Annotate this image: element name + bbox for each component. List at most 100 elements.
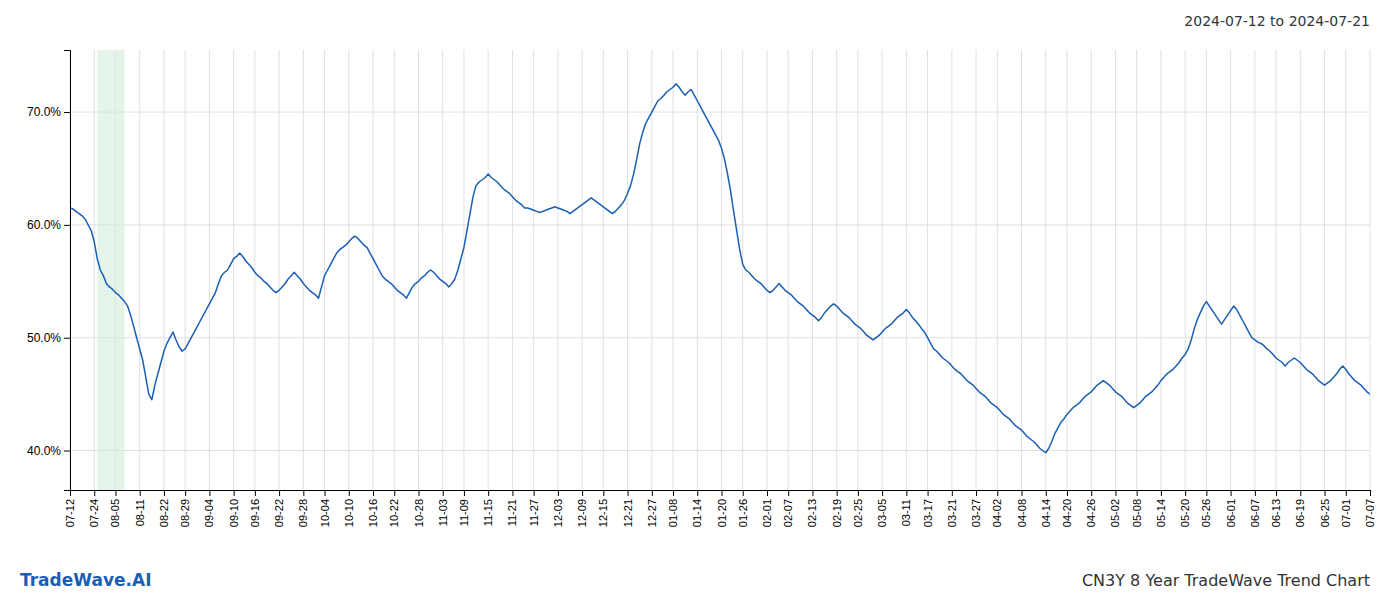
- x-tick-mark: [534, 490, 535, 496]
- grid-line-x: [788, 50, 789, 490]
- grid-line-x: [1066, 50, 1067, 490]
- x-tick-mark: [1115, 490, 1116, 496]
- x-tick: 11-21: [506, 490, 518, 526]
- x-tick-mark: [1185, 490, 1186, 496]
- x-tick: 11-15: [482, 490, 494, 526]
- y-tick-mark: [64, 112, 70, 113]
- x-tick: 04-26: [1085, 490, 1097, 527]
- x-tick-mark: [882, 490, 883, 496]
- x-tick: 08-29: [179, 490, 191, 527]
- grid-line-x: [94, 50, 95, 490]
- x-tick-label: 09-28: [297, 499, 309, 527]
- x-tick: 03-05: [876, 490, 888, 527]
- x-tick-label: 10-04: [319, 499, 331, 527]
- plot-area: 07-1207-2408-0508-1108-2208-2909-0409-10…: [27, 50, 1376, 527]
- y-tick: 70.0%: [27, 105, 70, 119]
- grid-line-x: [1115, 50, 1116, 490]
- y-tick-label: 40.0%: [27, 444, 61, 458]
- x-tick-label: 01-08: [667, 499, 679, 527]
- x-tick-mark: [558, 490, 559, 496]
- y-tick-mark: [64, 225, 70, 226]
- x-tick: 05-08: [1131, 490, 1143, 527]
- grid-line-x: [1091, 50, 1092, 490]
- grid-line-x: [1045, 50, 1046, 490]
- x-tick-label: 11-09: [458, 499, 470, 526]
- x-tick-mark: [628, 490, 629, 496]
- grid-line-x: [348, 50, 349, 490]
- x-tick-mark: [349, 490, 350, 496]
- grid-line-y: [70, 112, 1370, 113]
- x-tick-label: 05-02: [1109, 499, 1121, 527]
- x-tick-label: 03-21: [946, 499, 958, 527]
- x-tick-label: 09-04: [203, 499, 215, 527]
- x-tick-label: 12-27: [646, 499, 658, 527]
- grid-line-x: [139, 50, 140, 490]
- x-tick-mark: [185, 490, 186, 496]
- x-tick-label: 10-22: [388, 499, 400, 527]
- x-tick: 02-19: [831, 490, 843, 527]
- x-tick-mark: [603, 490, 604, 496]
- x-tick: 06-19: [1294, 490, 1306, 527]
- x-tick-label: 11-15: [482, 499, 494, 526]
- x-tick-label: 12-09: [576, 499, 588, 527]
- x-tick-label: 07-07: [1364, 499, 1376, 527]
- x-tick-mark: [788, 490, 789, 496]
- x-tick: 02-01: [761, 490, 773, 527]
- x-tick: 12-15: [597, 490, 609, 527]
- x-tick-label: 04-26: [1085, 499, 1097, 527]
- chart-svg: 07-1207-2408-0508-1108-2208-2909-0409-10…: [0, 0, 1400, 600]
- x-tick: 07-12: [64, 490, 76, 527]
- x-tick-mark: [1370, 490, 1371, 496]
- line: [70, 84, 1370, 453]
- x-tick-label: 12-03: [552, 499, 564, 527]
- grid-line-x: [766, 50, 767, 490]
- x-tick: 11-27: [528, 490, 540, 526]
- grid-line-x: [882, 50, 883, 490]
- x-tick-mark: [325, 490, 326, 496]
- grid-line-x: [1185, 50, 1186, 490]
- x-tick: 07-24: [88, 490, 100, 527]
- x-tick: 09-10: [228, 490, 240, 527]
- x-tick-mark: [164, 490, 165, 496]
- title: CN3Y 8 Year TradeWave Trend Chart: [1082, 571, 1370, 590]
- x-tick: 12-09: [576, 490, 588, 527]
- x-tick-label: 12-15: [597, 499, 609, 527]
- x-tick: 12-21: [622, 490, 634, 527]
- x-tick-mark: [697, 490, 698, 496]
- grid-line-x: [1206, 50, 1207, 490]
- x-tick: 03-21: [946, 490, 958, 527]
- x-tick-mark: [140, 490, 141, 496]
- x-tick: 06-07: [1249, 490, 1261, 527]
- x-tick-label: 04-20: [1061, 499, 1073, 527]
- x-tick-mark: [858, 490, 859, 496]
- x-tick: 06-01: [1225, 490, 1237, 527]
- x-tick-label: 01-14: [691, 499, 703, 527]
- x-tick-mark: [1346, 490, 1347, 496]
- x-tick-label: 07-01: [1340, 499, 1352, 527]
- x-tick: 09-28: [297, 490, 309, 527]
- x-tick-label: 02-01: [761, 499, 773, 527]
- x-tick-mark: [1300, 490, 1301, 496]
- x-tick-label: 01-26: [737, 499, 749, 527]
- grid-line-x: [394, 50, 395, 490]
- x-tick-mark: [512, 490, 513, 496]
- y-tick: 60.0%: [27, 218, 70, 232]
- grid-line-x: [418, 50, 419, 490]
- grid-line-x: [997, 50, 998, 490]
- grid-line-x: [533, 50, 534, 490]
- grid-line-x: [1160, 50, 1161, 490]
- x-tick-label: 06-19: [1294, 499, 1306, 527]
- x-tick: 09-04: [203, 490, 215, 527]
- x-tick: 04-14: [1040, 490, 1052, 527]
- x-tick-mark: [1067, 490, 1068, 496]
- grid-line-x: [463, 50, 464, 490]
- x-tick-label: 09-10: [228, 499, 240, 527]
- x-tick: 05-26: [1200, 490, 1212, 527]
- x-tick: 10-16: [367, 490, 379, 527]
- x-tick-mark: [464, 490, 465, 496]
- x-tick-label: 08-05: [109, 499, 121, 527]
- grid: [70, 50, 1370, 490]
- x-tick: 07-07: [1364, 490, 1376, 527]
- x-tick: 01-14: [691, 490, 703, 527]
- x-tick-mark: [418, 490, 419, 496]
